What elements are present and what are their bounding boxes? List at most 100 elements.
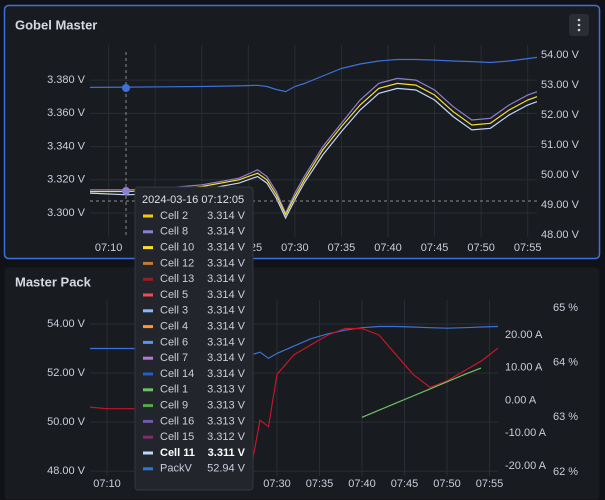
tooltip-value: 52.94 V	[207, 463, 246, 475]
y-tick-label: 3.380 V	[47, 74, 86, 86]
dot	[577, 23, 581, 27]
x-tick-label: 07:30	[263, 478, 291, 490]
legend-swatch	[143, 230, 153, 234]
tooltip-value: 3.314 V	[207, 336, 246, 348]
legend-swatch	[143, 435, 153, 439]
series-line	[90, 77, 538, 215]
tooltip-name: Cell 1	[160, 384, 188, 396]
legend-swatch	[143, 419, 153, 423]
y-tick-label: 3.300 V	[47, 207, 86, 219]
tooltip-name: Cell 16	[160, 415, 194, 427]
y-tick-label: 20.00 A	[505, 329, 543, 341]
tooltip-name: Cell 9	[160, 400, 188, 412]
y-tick-label: 52.00 V	[541, 109, 580, 121]
x-tick-label: 07:45	[391, 478, 419, 490]
dot	[577, 28, 581, 32]
x-tick-label: 07:55	[476, 478, 504, 490]
y-tick-label: 52.00 V	[47, 367, 86, 379]
y-tick-label: 3.360 V	[47, 107, 86, 119]
x-tick-label: 07:35	[306, 478, 334, 490]
tooltip-name: Cell 15	[160, 431, 194, 443]
tooltip-value: 3.312 V	[207, 431, 246, 443]
legend-swatch	[143, 467, 153, 471]
tooltip-name: Cell 2	[160, 210, 188, 222]
legend-swatch	[143, 388, 153, 392]
hover-point	[122, 84, 130, 92]
series-line	[89, 87, 538, 220]
y-tick-label: 64 %	[553, 357, 578, 369]
legend-swatch	[143, 404, 153, 408]
legend-swatch	[143, 277, 153, 281]
y-tick-label: 54.00 V	[541, 49, 580, 61]
x-tick-label: 07:45	[421, 242, 449, 254]
y-tick-label: 49.00 V	[541, 199, 580, 211]
y-tick-label: 48.00 V	[541, 229, 580, 241]
x-tick-label: 07:30	[281, 242, 309, 254]
tooltip-value: 3.314 V	[207, 242, 246, 254]
legend-swatch	[143, 340, 153, 344]
legend-swatch	[143, 309, 153, 313]
legend-swatch	[143, 372, 153, 376]
tooltip: 2024-03-16 07:12:05 Cell 2 3.314 V Cell 8 3…	[134, 186, 254, 491]
tooltip-value: 3.314 V	[207, 368, 246, 380]
legend-swatch	[143, 451, 153, 455]
tooltip-value: 3.313 V	[207, 415, 246, 427]
tooltip-value: 3.314 V	[207, 257, 246, 269]
y-tick-label: 0.00 A	[505, 394, 537, 406]
tooltip-value: 3.313 V	[207, 400, 246, 412]
y-tick-label: -20.00 A	[505, 460, 547, 472]
tooltip-value: 3.314 V	[207, 352, 246, 364]
legend-swatch	[143, 246, 153, 250]
x-tick-label: 07:40	[374, 242, 402, 254]
y-tick-label: 51.00 V	[541, 139, 580, 151]
tooltip-name: Cell 4	[160, 321, 188, 333]
tooltip-value: 3.313 V	[207, 384, 246, 396]
x-tick-label: 07:35	[328, 242, 356, 254]
series-line	[90, 82, 538, 217]
tooltip-value: 3.314 V	[207, 321, 246, 333]
y-tick-label: 62 %	[553, 466, 578, 478]
y-tick-label: 53.00 V	[541, 79, 580, 91]
tooltip-value: 3.314 V	[207, 305, 246, 317]
tooltip-bg	[134, 186, 254, 491]
x-tick-label: 07:10	[95, 242, 123, 254]
panel	[3, 4, 601, 260]
x-tick-label: 07:50	[433, 478, 461, 490]
y-tick-label: 3.340 V	[47, 140, 86, 152]
legend-swatch	[143, 293, 153, 297]
menu-button[interactable]	[569, 14, 589, 36]
tooltip-name: Cell 13	[160, 273, 194, 285]
tooltip-name: Cell 14	[160, 368, 194, 380]
tooltip-name: Cell 6	[160, 336, 188, 348]
tooltip-name: Cell 11	[160, 447, 195, 459]
tooltip-name: Cell 8	[160, 226, 188, 238]
legend-swatch	[143, 214, 153, 218]
panel-title: Gobel Master	[15, 17, 97, 32]
series-line	[361, 367, 482, 418]
tooltip-name: Cell 10	[160, 242, 194, 254]
tooltip-time: 2024-03-16 07:12:05	[142, 194, 244, 206]
hover-point	[122, 187, 130, 195]
x-tick-label: 07:10	[93, 478, 121, 490]
tooltip-value: 3.314 V	[207, 226, 246, 238]
y-tick-label: 48.00 V	[47, 465, 86, 477]
y-tick-label: 10.00 A	[505, 362, 543, 374]
legend-swatch	[143, 261, 153, 265]
tooltip-name: Cell 3	[160, 305, 188, 317]
dot	[577, 18, 581, 22]
panel-title: Master Pack	[15, 274, 92, 289]
y-tick-label: 54.00 V	[47, 318, 86, 330]
tooltip-name: Cell 12	[160, 257, 194, 269]
x-tick-label: 07:55	[514, 242, 542, 254]
legend-swatch	[143, 356, 153, 360]
y-tick-label: 65 %	[553, 302, 578, 314]
tooltip-value: 3.314 V	[207, 273, 246, 285]
y-tick-label: 63 %	[553, 411, 578, 423]
y-tick-label: -10.00 A	[505, 427, 547, 439]
tooltip-value: 3.311 V	[208, 447, 246, 459]
legend-swatch	[143, 325, 153, 329]
x-tick-label: 07:50	[467, 242, 495, 254]
series-line	[89, 56, 538, 93]
